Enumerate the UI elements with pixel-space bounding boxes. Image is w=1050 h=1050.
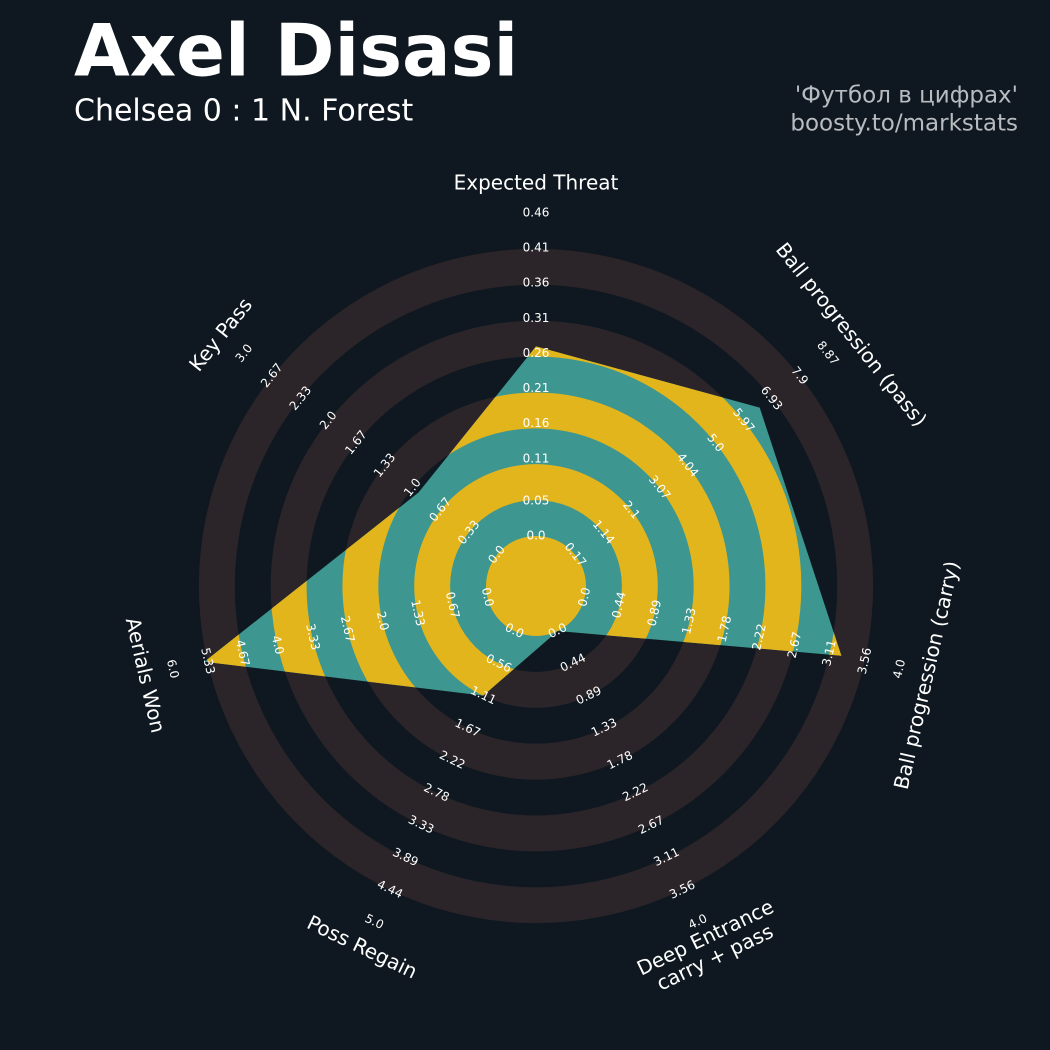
tick-label: 6.0 [164, 658, 182, 680]
radar-ring [486, 536, 586, 636]
tick-label: 3.56 [855, 646, 875, 675]
tick-label: 1.78 [715, 614, 735, 643]
tick-label: 2.67 [338, 614, 358, 643]
chart-subtitle: Chelsea 0 : 1 N. Forest [74, 94, 413, 129]
tick-label: 0.41 [523, 241, 550, 255]
tick-label: 0.44 [609, 590, 629, 619]
tick-label: 0.26 [523, 346, 550, 360]
tick-label: 2.0 [374, 610, 392, 632]
tick-label: 0.0 [575, 586, 593, 608]
tick-label: 0.11 [523, 451, 550, 465]
tick-label: 4.67 [233, 638, 253, 667]
tick-label: 4.0 [269, 634, 287, 656]
tick-label: 5.33 [198, 646, 218, 675]
tick-label: 1.33 [408, 598, 428, 627]
tick-label: 0.31 [523, 311, 550, 325]
tick-label: 3.33 [303, 622, 323, 651]
tick-label: 0.0 [526, 529, 545, 543]
tick-label: 0.0 [479, 586, 497, 608]
tick-label: 0.16 [523, 416, 550, 430]
tick-label: 3.11 [819, 638, 839, 667]
tick-label: 1.33 [679, 606, 699, 635]
tick-label: 0.89 [645, 598, 665, 627]
param-label: Expected Threat [454, 171, 619, 195]
credit: 'Футбол в цифрах' [795, 83, 1018, 109]
tick-label: 2.22 [749, 622, 769, 651]
tick-label: 0.46 [523, 206, 550, 220]
tick-label: 2.67 [785, 630, 805, 659]
tick-label: 0.67 [443, 590, 463, 619]
tick-label: 0.05 [523, 493, 550, 507]
credit: boosty.to/markstats [790, 111, 1018, 137]
tick-label: 0.21 [523, 381, 550, 395]
chart-title: Axel Disasi [74, 9, 518, 93]
tick-label: 0.36 [523, 276, 550, 290]
tick-label: 4.0 [890, 658, 908, 680]
